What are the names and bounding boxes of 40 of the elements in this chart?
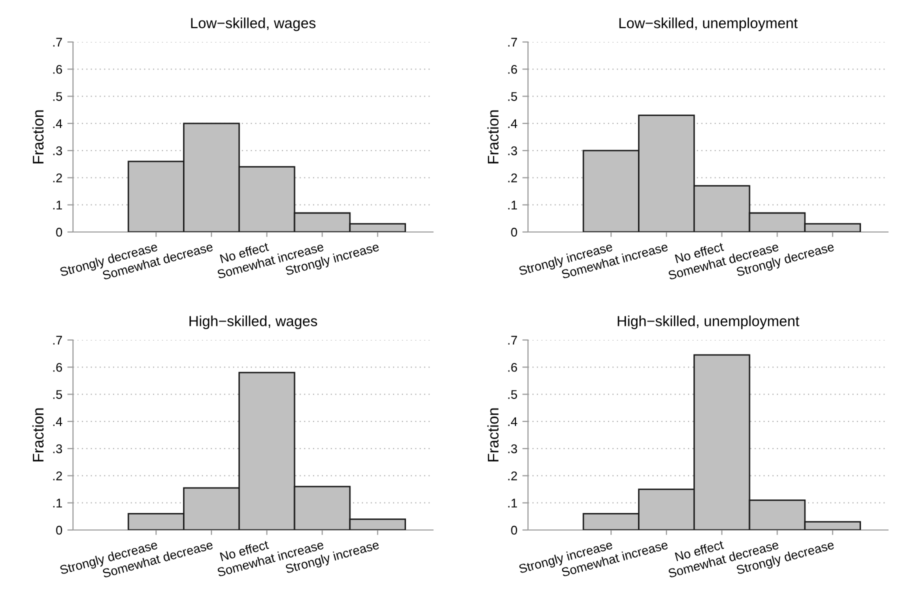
y-tick-label: .5 [53,390,62,399]
y-tick-label: 0 [511,228,518,237]
chart-title: Low−skilled, wages [191,18,316,32]
y-tick-label: .7 [508,336,517,345]
y-tick-label: .4 [53,417,62,426]
y-axis-title: Fraction [32,110,44,164]
y-tick-label: .2 [508,472,517,480]
y-tick-label: .7 [53,38,62,47]
y-tick-label: .7 [53,336,62,345]
y-tick-label: .3 [53,444,62,454]
y-tick-label: .4 [53,119,62,128]
y-tick-label: .1 [53,498,62,508]
y-tick-label: .1 [508,498,517,508]
y-tick-label: .3 [508,146,518,156]
y-tick-label: .6 [53,362,62,372]
y-tick-label: .3 [508,444,518,454]
y-tick-label: .6 [508,64,518,74]
chart-title: High−skilled, unemployment [618,316,800,330]
y-tick-label: .2 [53,472,62,480]
y-tick-label: .3 [53,146,62,156]
y-tick-label: .5 [508,92,518,101]
y-tick-label: .4 [508,417,518,426]
y-tick-label: .5 [53,92,62,101]
y-tick-label: 0 [56,526,62,535]
chart-title: Low−skilled, unemployment [619,18,798,32]
y-axis-title: Fraction [487,408,499,462]
y-tick-label: .2 [508,174,517,182]
y-axis-title: Fraction [32,408,44,462]
y-tick-label: .2 [53,174,62,182]
y-tick-label: 0 [56,228,62,237]
y-tick-label: .4 [508,119,518,128]
y-tick-label: .1 [53,200,62,210]
y-tick-label: .5 [508,390,518,399]
y-tick-label: .6 [53,64,62,74]
y-tick-label: .1 [508,200,517,210]
chart-title: High−skilled, wages [190,316,318,330]
y-axis-title: Fraction [487,110,499,164]
y-tick-label: 0 [511,526,518,535]
y-tick-label: .7 [508,38,517,47]
y-tick-label: .6 [508,362,518,372]
